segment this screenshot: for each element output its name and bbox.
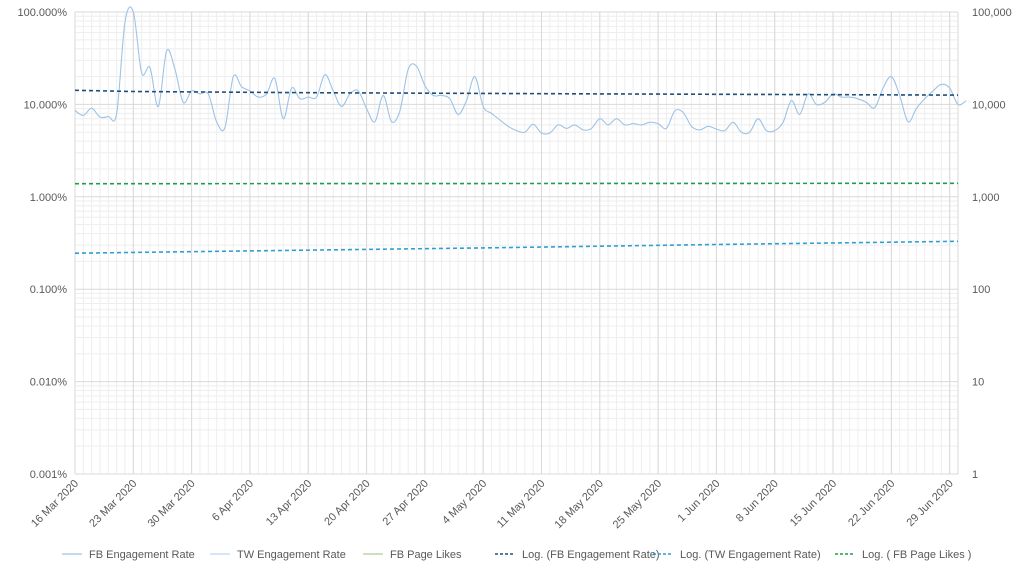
x-tick-label: 4 May 2020 <box>440 478 489 527</box>
series-line-log-fb-engagement-rate <box>74 89 959 96</box>
grid-minor <box>74 12 959 474</box>
y-left-tick-label: 100.000% <box>17 7 67 19</box>
x-tick-label: 15 Jun 2020 <box>788 478 839 529</box>
y-right-tick-label: 1,000 <box>972 192 1000 204</box>
x-tick-label: 18 May 2020 <box>552 478 605 531</box>
x-tick-label: 20 Apr 2020 <box>322 478 372 528</box>
x-axis: 16 Mar 2020 23 Mar 2020 30 Mar 2020 6 Apr 2… <box>29 478 956 531</box>
y-left-axis: 0.001% 0.010% 0.100% 1.000% 10.000% 100.000% <box>17 7 67 481</box>
x-tick-label: 25 May 2020 <box>611 478 664 531</box>
series-layer <box>74 6 967 254</box>
x-tick-label: 22 Jun 2020 <box>846 478 897 529</box>
x-tick-label: 6 Apr 2020 <box>210 478 256 524</box>
legend-label: FB Engagement Rate <box>89 549 195 561</box>
legend-label: Log. ( FB Page Likes ) <box>862 549 971 561</box>
y-right-tick-label: 1 <box>972 469 978 481</box>
legend-label: TW Engagement Rate <box>237 549 346 561</box>
y-left-tick-label: 1.000% <box>30 192 68 204</box>
y-left-tick-label: 0.001% <box>30 469 68 481</box>
x-tick-label: 16 Mar 2020 <box>29 478 81 530</box>
legend-label: FB Page Likes <box>390 549 462 561</box>
x-tick-label: 11 May 2020 <box>495 478 548 531</box>
x-tick-label: 8 Jun 2020 <box>734 478 781 525</box>
y-right-tick-label: 10,000 <box>972 99 1006 111</box>
y-right-tick-label: 100 <box>972 284 990 296</box>
x-tick-label: 1 Jun 2020 <box>676 478 723 525</box>
series-line-fb-engagement-rate <box>74 6 967 135</box>
y-left-tick-label: 0.010% <box>30 377 68 389</box>
y-right-axis: 1 10 100 1,000 10,000 100,000 <box>972 7 1012 481</box>
grid-major <box>74 11 959 475</box>
legend-label: Log. (FB Engagement Rate) <box>522 549 660 561</box>
x-tick-label: 30 Mar 2020 <box>146 478 198 530</box>
y-left-tick-label: 0.100% <box>30 284 68 296</box>
x-tick-label: 23 Mar 2020 <box>87 478 139 530</box>
legend: FB Engagement Rate TW Engagement Rate FB P… <box>62 549 971 561</box>
x-tick-label: 13 Apr 2020 <box>264 478 314 528</box>
x-tick-label: 27 Apr 2020 <box>381 478 431 528</box>
y-right-tick-label: 10 <box>972 377 984 389</box>
y-right-tick-label: 100,000 <box>972 7 1012 19</box>
legend-label: Log. (TW Engagement Rate) <box>680 549 821 561</box>
y-left-tick-label: 10.000% <box>24 99 68 111</box>
series-line-log-tw-engagement-rate <box>74 240 959 254</box>
x-tick-label: 29 Jun 2020 <box>904 478 955 529</box>
